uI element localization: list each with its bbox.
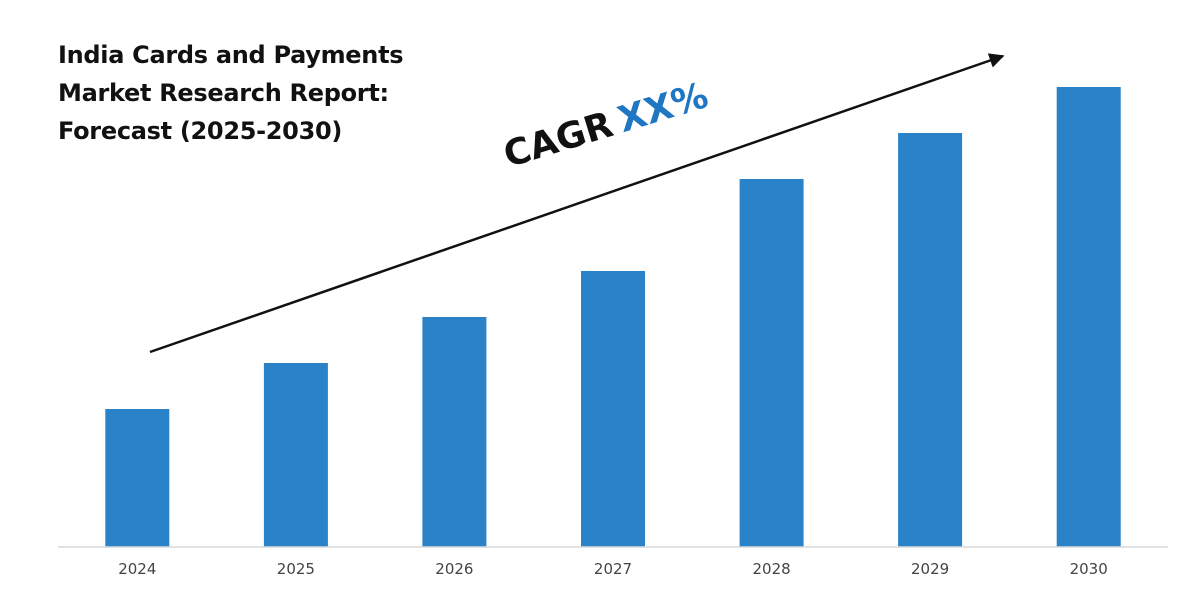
x-tick-label-2028: 2028 xyxy=(753,560,791,578)
x-tick-labels: 2024 2025 2026 2027 2028 2029 2030 xyxy=(118,560,1108,578)
chart-title: India Cards and Payments Market Research… xyxy=(58,36,478,150)
chart-title-line-2: Market Research Report: xyxy=(58,79,389,107)
bar-2029 xyxy=(898,133,963,547)
bar-2027 xyxy=(581,271,645,547)
x-tick-label-2025: 2025 xyxy=(277,560,315,578)
bar-2030 xyxy=(1056,87,1121,547)
chart-title-line-3: Forecast (2025-2030) xyxy=(58,117,343,145)
x-tick-label-2024: 2024 xyxy=(118,560,156,578)
chart-title-line-1: India Cards and Payments xyxy=(58,41,404,69)
bar-2026 xyxy=(422,317,487,547)
bar-2024 xyxy=(105,409,170,547)
x-tick-label-2029: 2029 xyxy=(911,560,949,578)
x-tick-label-2030: 2030 xyxy=(1070,560,1108,578)
bar-2025 xyxy=(263,363,328,547)
bars-layer xyxy=(105,87,1121,547)
x-tick-label-2026: 2026 xyxy=(435,560,473,578)
x-tick-label-2027: 2027 xyxy=(594,560,632,578)
cagr-trend-arrow xyxy=(149,53,1005,354)
bar-2028 xyxy=(739,179,804,547)
